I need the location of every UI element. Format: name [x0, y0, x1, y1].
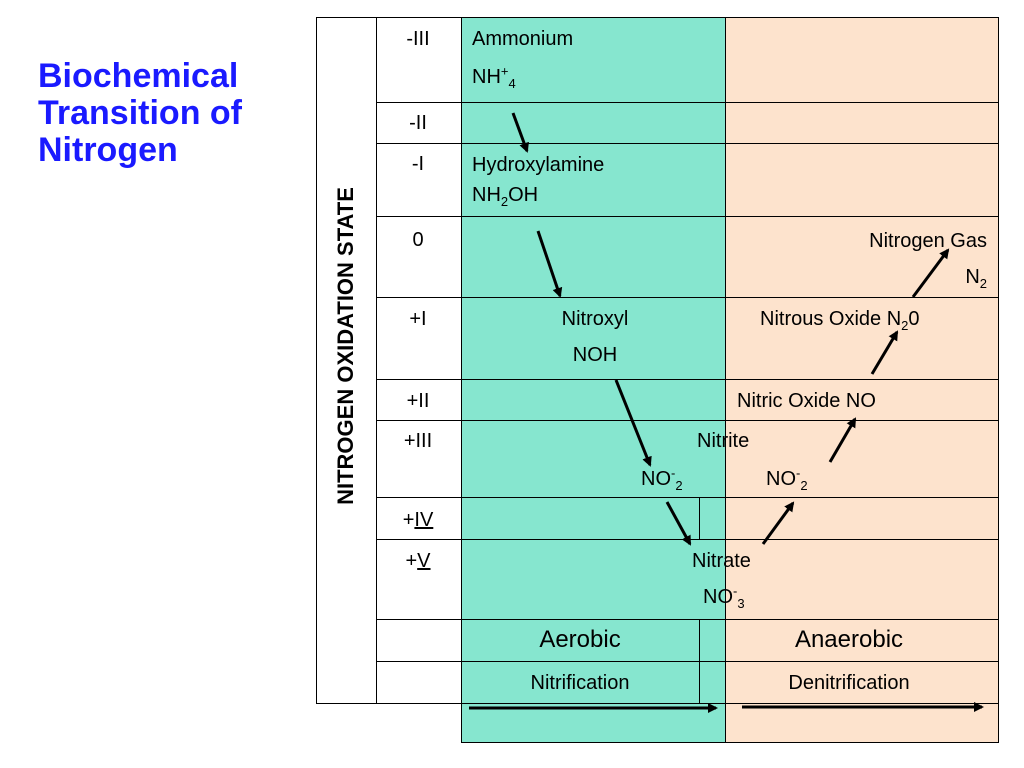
arrow-nitrous-oxide-to-nitrogen-gas [911, 248, 950, 298]
state-plus-3: +III [403, 430, 433, 452]
state-plus-1: +I [409, 308, 427, 330]
nitric-oxide-label: Nitric Oxide NO [737, 390, 876, 412]
nitroxyl-formula: NOH [572, 344, 618, 366]
nitrification-label: Nitrification [530, 672, 630, 694]
state-minus-1: -I [411, 153, 425, 175]
arrow-ammonium-to-hydroxylamine [511, 112, 529, 153]
ammonium-formula: NH+4 [472, 63, 516, 91]
nitrogen-gas-formula: N2 [965, 266, 987, 291]
nitrate-label: Nitrate [692, 550, 751, 572]
hydroxylamine-formula: NH2OH [472, 184, 539, 209]
slide-title: Biochemical Transition of Nitrogen [38, 57, 242, 169]
nitrogen-gas-label: Nitrogen Gas [869, 230, 987, 252]
arrow-hydroxylamine-to-nitroxyl [536, 230, 563, 298]
hydroxylamine-label: Hydroxylamine [472, 154, 605, 176]
denitrification-label: Denitrification [788, 672, 910, 694]
arrow-nitrate-to-nitrite [761, 501, 795, 545]
arrow-nitrite-to-nitrate [665, 501, 692, 546]
arrow-nitrite-to-nitric-oxide [828, 417, 857, 463]
state-minus-3: -III [406, 28, 430, 50]
ammonium-label: Ammonium [472, 28, 574, 50]
state-plus-4: +IV [402, 509, 434, 531]
arrow-nitroxyl-to-nitrite [614, 379, 652, 467]
state-plus-5: +V [405, 550, 431, 572]
arrow-nitric-oxide-to-nitrous-oxide [870, 330, 899, 375]
nitrous-oxide-label: Nitrous Oxide N20 [760, 308, 920, 333]
state-zero: 0 [412, 229, 424, 251]
nitrate-formula: NO-3 [703, 583, 745, 611]
aerobic-label: Aerobic [539, 626, 621, 653]
nitrite-label: Nitrite [697, 430, 750, 452]
state-minus-2: -II [409, 112, 427, 134]
nitrite-formula-aerobic: NO-2 [641, 465, 683, 493]
anaerobic-label: Anaerobic [794, 626, 904, 653]
state-plus-2: +II [406, 390, 430, 412]
nitrite-formula-anaerobic: NO-2 [766, 465, 808, 493]
nitroxyl-label: Nitroxyl [561, 308, 629, 330]
